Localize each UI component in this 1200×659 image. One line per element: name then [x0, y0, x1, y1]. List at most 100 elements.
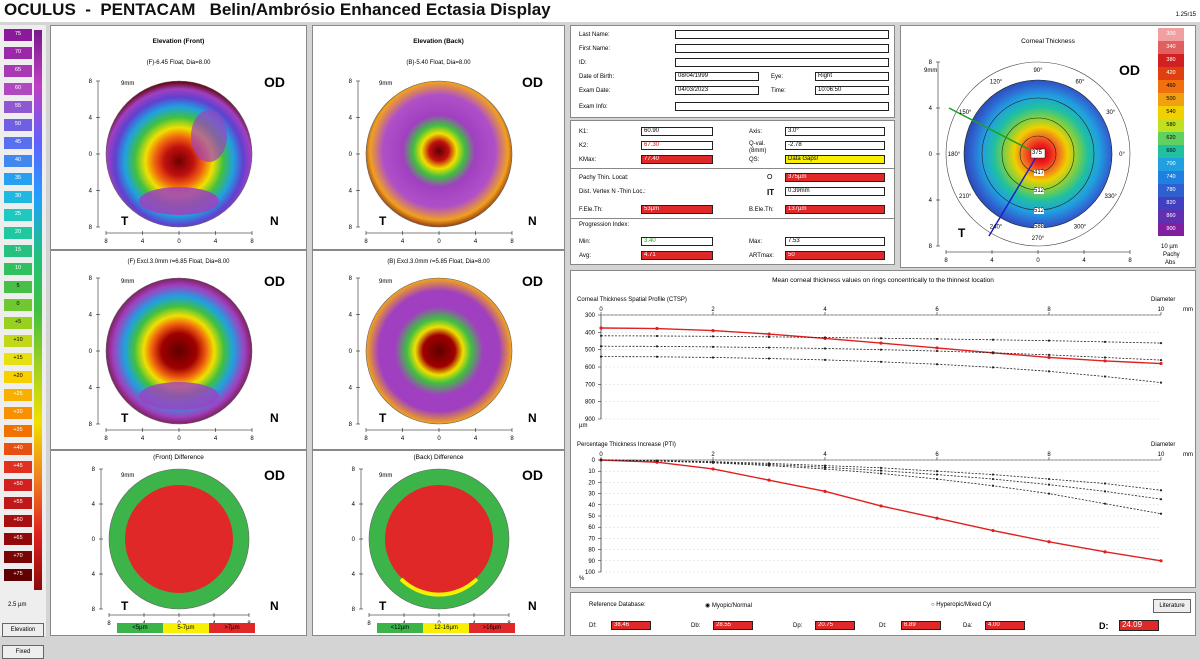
data-point — [879, 341, 883, 345]
thickness-scale-value: 700 — [1158, 158, 1184, 171]
legend-yellow: 12-16µm — [423, 623, 469, 633]
last-name-field[interactable] — [675, 30, 889, 39]
map-y-tick-label: 8 — [349, 422, 353, 428]
zoom-label[interactable]: 9mm — [121, 81, 135, 87]
da-value: 4.00 — [985, 621, 1025, 630]
scale-value: 60 — [4, 83, 32, 95]
scale-value: 35 — [4, 173, 32, 185]
map-y-tick-label: 8 — [89, 79, 93, 85]
data-point — [991, 338, 995, 341]
thickness-scale-value: 620 — [1158, 132, 1184, 145]
map-x-tick-label: 4 — [141, 239, 145, 245]
scale-value: +65 — [4, 533, 32, 545]
angle-label: 210° — [959, 194, 972, 200]
thinnest-point-value: 375 — [1032, 150, 1043, 156]
map-title: (Front) Difference — [153, 454, 204, 461]
map-x-tick-label: 8 — [250, 436, 254, 442]
map-back-elevation[interactable]: Elevation (Back) (B)-5.40 Float, Dia=8.0… — [312, 25, 565, 250]
angle-label: 30° — [1106, 110, 1116, 116]
da-label: Da: — [963, 623, 973, 629]
zoom-label[interactable]: 9mm — [121, 279, 135, 285]
id-field[interactable] — [675, 58, 889, 67]
map-x-tick-label: 4 — [401, 436, 405, 442]
dob-field[interactable]: 08/04/1999 — [675, 72, 759, 81]
data-point — [935, 363, 939, 366]
data-point — [823, 489, 827, 493]
zoom-label[interactable]: 9mm — [121, 473, 135, 479]
zoom-label[interactable]: 9mm — [379, 473, 393, 479]
data-point — [1047, 353, 1051, 356]
nasal-label: N — [270, 411, 279, 425]
exam-info-field[interactable] — [675, 102, 889, 111]
exam-info-label: Exam Info: — [579, 104, 608, 110]
time-label: Time: — [771, 88, 786, 94]
data-point — [1159, 341, 1163, 345]
axis-label: Axis: — [749, 129, 763, 135]
y-tick-label: 300 — [585, 313, 596, 319]
elevation-color-scale: 75 70 65 60 55 50 45 40 35 30 25 20 15 10 5 0 +5 +10 +15 +2… — [0, 25, 46, 659]
y-tick-label: 10 — [588, 469, 595, 475]
eye-label: OD — [264, 74, 285, 90]
dist-vertex-label: Dist. Vertex N -Thin Loc.: — [579, 189, 646, 195]
y-tick-label: 30 — [588, 492, 595, 498]
literature-button[interactable]: Literature — [1153, 599, 1191, 613]
eye-field[interactable]: Right — [815, 72, 889, 81]
y-tick-label: 90 — [588, 559, 595, 565]
x-tick-label: 8 — [1047, 452, 1051, 458]
time-field[interactable]: 10:06:50 — [815, 86, 889, 95]
data-point — [767, 357, 771, 360]
scale-value: 5 — [4, 281, 32, 293]
elevation-mode-button[interactable]: Elevation — [2, 623, 44, 637]
data-point — [1159, 489, 1163, 492]
angle-label: 300° — [1074, 225, 1087, 231]
map-front-elevation[interactable]: Elevation (Front) (F)-6.45 Float, Dia=8.… — [50, 25, 307, 250]
y-unit: µm — [579, 423, 587, 429]
map-y-tick-label: 4 — [349, 189, 353, 195]
corneal-thickness-panel[interactable]: Corneal Thickness 8 8 4 4 0 0 4 4 8 8 90° 60° 30° 0° 3… — [900, 25, 1196, 268]
eye-label: OD — [264, 467, 285, 483]
scale-value: 30 — [4, 191, 32, 203]
qs-label: QS: — [749, 157, 760, 163]
exam-date-field[interactable]: 04/03/2023 — [675, 86, 759, 95]
y-tick-label: 400 — [585, 330, 596, 336]
scale-value: +60 — [4, 515, 32, 527]
map-y-tick-label: 4 — [89, 116, 93, 122]
x-tick-label: 6 — [935, 307, 939, 313]
nasal-label: N — [270, 599, 279, 613]
map-y-tick-label: 4 — [349, 313, 353, 319]
map-title: Elevation (Front) — [152, 38, 205, 45]
fixed-scale-button[interactable]: Fixed — [2, 645, 44, 659]
legend-red: >7µm — [209, 623, 255, 633]
hyperopic-radio[interactable]: ○ Hyperopic/Mixed Cyl — [931, 602, 992, 608]
scale-value: +75 — [4, 569, 32, 581]
data-point — [599, 355, 603, 358]
artmax-label: ARTmax: — [749, 253, 774, 259]
zoom-label[interactable]: 9mm — [924, 68, 938, 74]
first-name-field[interactable] — [675, 44, 889, 53]
patient-info-panel: Last Name: First Name: ID: Date of Birth… — [570, 25, 895, 118]
ctsp-diameter-label: Diameter — [1151, 297, 1176, 303]
map-x-tick-label: 8 — [364, 436, 368, 442]
data-point — [1047, 540, 1051, 544]
myopic-label: Myopic/Normal — [711, 603, 752, 609]
scale-value: 25 — [4, 209, 32, 221]
x-unit: mm — [1183, 307, 1193, 313]
x-tick-label: 6 — [935, 452, 939, 458]
scale-value: 75 — [4, 29, 32, 41]
zoom-label[interactable]: 9mm — [379, 81, 393, 87]
divider — [571, 218, 894, 219]
elevation-map-svg: 8 8 4 4 0 0 4 4 8 8 — [89, 79, 255, 245]
zoom-label[interactable]: 9mm — [379, 279, 393, 285]
ring-value: 588 — [1034, 224, 1045, 230]
scale-value: +15 — [4, 353, 32, 365]
angle-label: 150° — [959, 110, 972, 116]
myopic-radio[interactable]: ◉ Myopic/Normal — [705, 603, 752, 609]
map-y-tick-label: 8 — [349, 225, 353, 231]
data-point — [767, 332, 771, 336]
map-y-tick-label: 8 — [92, 607, 96, 613]
thickness-title: Corneal Thickness — [1021, 38, 1075, 45]
